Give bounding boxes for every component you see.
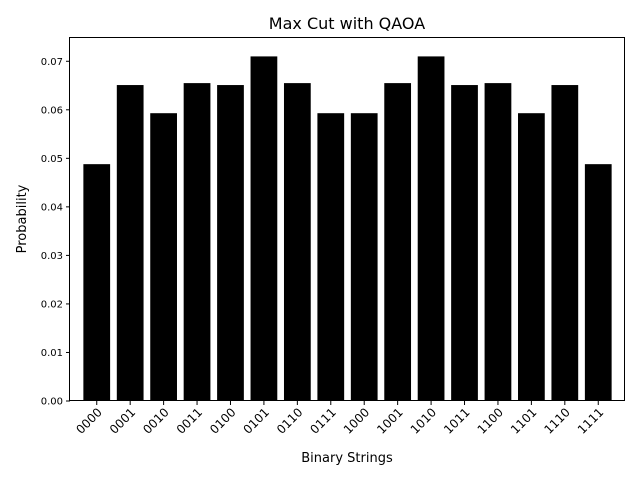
bar-0110 bbox=[283, 83, 311, 402]
x-tick-label: 0010 bbox=[140, 405, 171, 436]
y-axis-label: Probability bbox=[15, 184, 30, 253]
chart-title: Max Cut with QAOA bbox=[269, 14, 425, 33]
x-tick-label: 0000 bbox=[73, 405, 104, 436]
x-tick-label: 1100 bbox=[475, 405, 506, 436]
x-tick-label: 0101 bbox=[241, 405, 272, 436]
x-tick-label: 1011 bbox=[441, 405, 472, 436]
bar-1011 bbox=[451, 85, 478, 402]
x-tick-label: 0001 bbox=[107, 405, 138, 436]
bar-1010 bbox=[417, 56, 445, 401]
x-tick-label: 1110 bbox=[541, 405, 572, 436]
x-tick-label: 1010 bbox=[408, 405, 439, 436]
x-tick-label: 0011 bbox=[174, 405, 205, 436]
bar-1111 bbox=[584, 164, 612, 401]
x-axis-ticks: 0000 0001 0010 0011 0100 0101 0110 0111 1000 1001… bbox=[73, 401, 606, 437]
y-tick-label: 0.02 bbox=[41, 299, 63, 310]
x-tick-label: 0100 bbox=[207, 405, 238, 436]
y-tick-label: 0.05 bbox=[41, 154, 63, 165]
x-tick-label: 1111 bbox=[575, 405, 606, 436]
y-tick-label: 0.01 bbox=[41, 348, 63, 359]
bar-1001 bbox=[384, 83, 412, 402]
bar-0010 bbox=[150, 113, 177, 401]
bar-1000 bbox=[350, 113, 378, 401]
x-tick-label: 0111 bbox=[307, 405, 338, 436]
y-axis-ticks: 0.00 0.01 0.02 0.03 0.04 0.05 0.06 0.07 bbox=[41, 57, 70, 408]
plot-frame bbox=[69, 37, 625, 401]
y-tick-label: 0.07 bbox=[41, 57, 63, 68]
bar-1101 bbox=[518, 113, 545, 401]
y-tick-label: 0.00 bbox=[41, 397, 63, 408]
bar-0011 bbox=[183, 83, 211, 402]
bar-0100 bbox=[217, 85, 244, 402]
x-tick-label: 0110 bbox=[274, 405, 305, 436]
y-tick-label: 0.06 bbox=[41, 105, 63, 116]
bar-0101 bbox=[250, 56, 278, 401]
y-tick-label: 0.03 bbox=[41, 251, 63, 262]
x-tick-label: 1001 bbox=[374, 405, 405, 436]
bar-0001 bbox=[116, 85, 144, 402]
bar-1100 bbox=[484, 83, 512, 402]
y-tick-label: 0.04 bbox=[41, 202, 63, 213]
x-tick-label: 1101 bbox=[508, 405, 539, 436]
bar-1110 bbox=[551, 85, 579, 402]
bars-group bbox=[83, 56, 612, 402]
x-tick-label: 1000 bbox=[341, 405, 372, 436]
bar-0000 bbox=[83, 164, 111, 401]
bar-0111 bbox=[317, 113, 345, 401]
x-axis-label: Binary Strings bbox=[301, 451, 393, 466]
